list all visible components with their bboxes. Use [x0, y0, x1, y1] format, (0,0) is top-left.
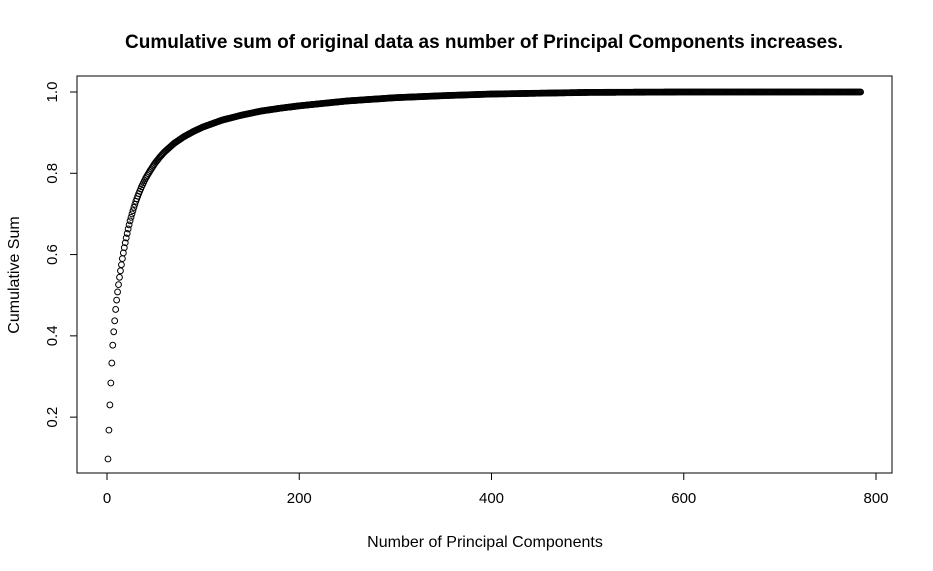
data-point [106, 401, 114, 409]
data-point [129, 207, 137, 215]
y-axis-label: Cumulative Sum [6, 216, 23, 333]
y-tick-label: 0.2 [44, 407, 61, 428]
data-point [105, 426, 113, 434]
data-point [109, 341, 117, 349]
data-point [118, 261, 125, 269]
x-axis: 0 200 400 600 800 [103, 472, 889, 507]
data-point [128, 210, 136, 218]
y-tick-label: 1.0 [44, 82, 61, 103]
data-point [110, 328, 118, 336]
data-points [104, 88, 865, 463]
data-point [113, 296, 121, 304]
x-tick-label: 400 [479, 490, 504, 507]
data-point [111, 317, 119, 325]
data-point [107, 379, 115, 387]
data-point [118, 255, 126, 263]
data-point [112, 306, 120, 313]
chart-title: Cumulative sum of original data as numbe… [125, 32, 843, 53]
data-point [116, 273, 123, 281]
data-point [122, 234, 130, 242]
data-point [857, 88, 865, 96]
data-point [117, 267, 124, 275]
data-point [123, 230, 131, 237]
y-axis: 0.2 0.4 0.6 0.8 1.0 [44, 82, 78, 428]
data-point [126, 217, 134, 225]
data-point [124, 225, 132, 233]
data-point [127, 213, 135, 221]
data-point [130, 204, 138, 211]
data-point [104, 455, 112, 463]
data-point [121, 239, 129, 247]
x-tick-label: 0 [103, 490, 111, 507]
y-tick-label: 0.6 [44, 244, 61, 265]
y-tick-label: 0.4 [44, 325, 61, 346]
x-tick-label: 600 [671, 490, 696, 507]
x-tick-label: 200 [287, 490, 312, 507]
plot-frame [76, 75, 893, 474]
data-point [115, 281, 122, 289]
data-point [120, 244, 128, 252]
x-tick-label: 800 [863, 490, 888, 507]
data-point [125, 221, 133, 229]
data-point [108, 359, 116, 367]
data-point [114, 288, 121, 296]
x-axis-label: Number of Principal Components [367, 534, 603, 551]
y-tick-label: 0.8 [44, 163, 61, 184]
